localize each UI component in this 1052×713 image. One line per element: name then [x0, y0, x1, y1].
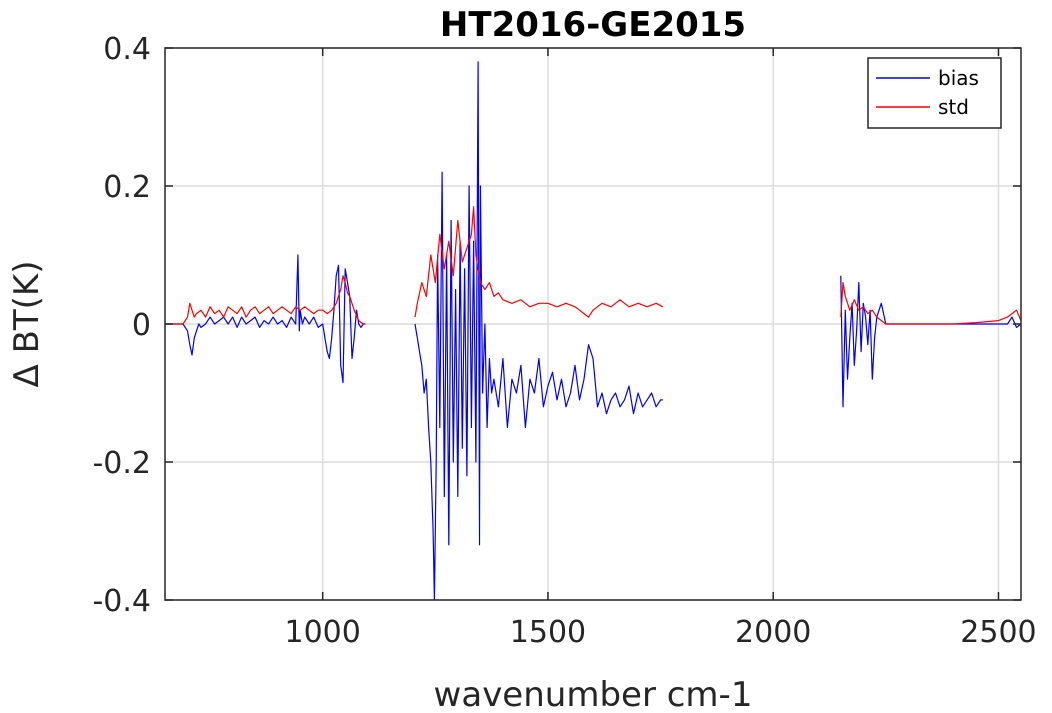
y-tick-label: 0.2	[103, 170, 151, 205]
x-tick-label: 1500	[510, 615, 586, 650]
x-ticks: 1000 1500 2000 2500	[285, 48, 1037, 650]
y-tick-label: 0	[132, 308, 151, 343]
legend-box	[867, 57, 1002, 129]
x-axis-label: wavenumber cm-1	[434, 675, 753, 713]
y-ticks: -0.4 -0.2 0 0.2 0.4	[92, 32, 1021, 619]
series-layer	[165, 61, 1022, 601]
legend-label-bias: bias	[938, 66, 979, 90]
y-tick-label: -0.4	[92, 584, 151, 619]
series-bias-line	[165, 254, 366, 384]
y-tick-label: 0.4	[103, 32, 151, 67]
legend: bias std	[867, 57, 1002, 129]
series-std-line	[165, 275, 366, 325]
series-bias	[165, 61, 1022, 601]
y-axis-label: Δ BT(K)	[7, 261, 47, 388]
series-std	[165, 206, 1022, 325]
series-bias-line	[414, 61, 663, 601]
series-std-line	[414, 206, 664, 318]
x-tick-label: 1000	[285, 615, 361, 650]
x-tick-label: 2500	[960, 615, 1036, 650]
series-std-line	[840, 282, 1022, 325]
x-tick-label: 2000	[735, 615, 811, 650]
y-tick-label: -0.2	[92, 446, 151, 481]
chart-title: HT2016-GE2015	[440, 5, 746, 45]
legend-label-std: std	[938, 95, 969, 119]
series-bias-line	[840, 275, 1022, 408]
